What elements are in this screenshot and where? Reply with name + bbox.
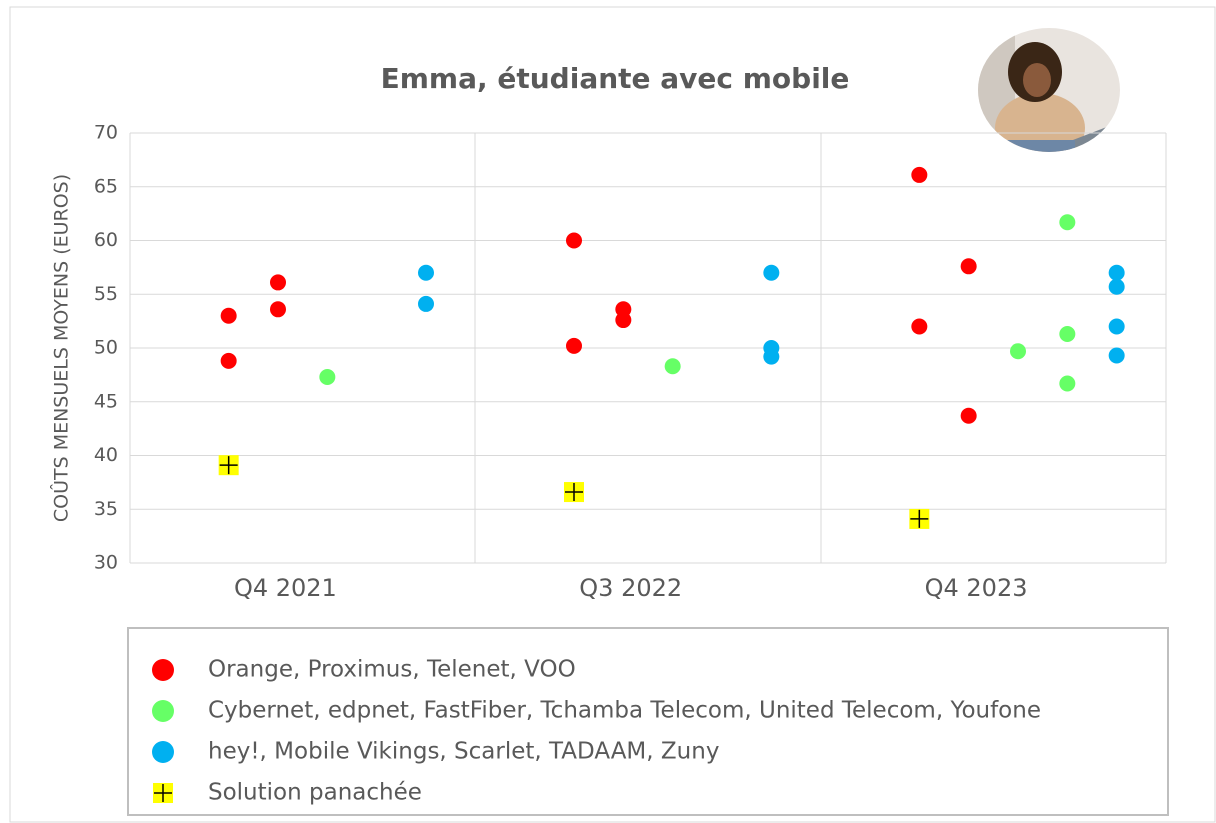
point	[1108, 318, 1125, 335]
y-tick-label: 70	[94, 122, 118, 144]
plus-square-marker	[564, 482, 584, 503]
chart-title: Emma, étudiante avec mobile	[381, 62, 850, 95]
y-tick-label: 55	[94, 283, 118, 305]
marker-plus	[910, 509, 929, 528]
legend-label: Solution panachée	[208, 780, 422, 806]
y-tick-label: 40	[94, 444, 118, 466]
marker-plus	[565, 483, 583, 502]
point	[763, 348, 780, 365]
legend-label: Cybernet, edpnet, FastFiber, Tchamba Tel…	[208, 698, 1041, 724]
x-tick-label: Q4 2023	[925, 574, 1028, 602]
avatar-photo	[978, 28, 1120, 152]
y-tick-label: 30	[94, 552, 118, 574]
point	[418, 264, 434, 281]
legend-label: Orange, Proximus, Telenet, VOO	[208, 657, 576, 683]
y-tick-label: 50	[94, 337, 118, 359]
point	[220, 352, 237, 369]
point	[960, 258, 977, 275]
point	[615, 312, 632, 329]
legend-marker	[153, 783, 173, 803]
marker-plus	[154, 784, 172, 802]
y-axis-title: COÛTS MENSUELS MOYENS (EUROS)	[49, 174, 73, 522]
point	[960, 407, 977, 424]
point	[1108, 278, 1125, 295]
point	[1010, 343, 1026, 360]
x-tick-label: Q3 2022	[579, 574, 682, 602]
point	[270, 301, 286, 318]
point	[1059, 375, 1076, 392]
plus-square-marker	[218, 455, 239, 476]
legend-marker	[152, 700, 174, 722]
plus-square-marker	[909, 508, 930, 529]
y-tick-label: 45	[94, 390, 118, 412]
point	[319, 369, 336, 386]
chart-frame	[9, 6, 1216, 823]
legend-box	[127, 627, 1169, 816]
y-tick-label: 35	[94, 498, 118, 520]
x-tick-label: Q4 2021	[234, 574, 337, 602]
legend-marker	[152, 741, 174, 763]
point	[763, 264, 780, 281]
point	[664, 358, 681, 375]
point	[1108, 347, 1125, 364]
point	[1059, 326, 1076, 343]
point	[566, 337, 582, 354]
legend-label: hey!, Mobile Vikings, Scarlet, TADAAM, Z…	[208, 739, 719, 765]
point	[566, 232, 582, 249]
y-tick-label: 65	[94, 175, 118, 197]
point	[418, 295, 434, 312]
y-tick-label: 60	[94, 229, 118, 251]
point	[1059, 214, 1076, 231]
point	[911, 166, 928, 183]
point	[1108, 264, 1125, 281]
marker-plus	[219, 456, 238, 475]
legend-marker	[152, 659, 174, 681]
point	[220, 307, 237, 324]
point	[911, 318, 928, 335]
point	[270, 274, 286, 291]
